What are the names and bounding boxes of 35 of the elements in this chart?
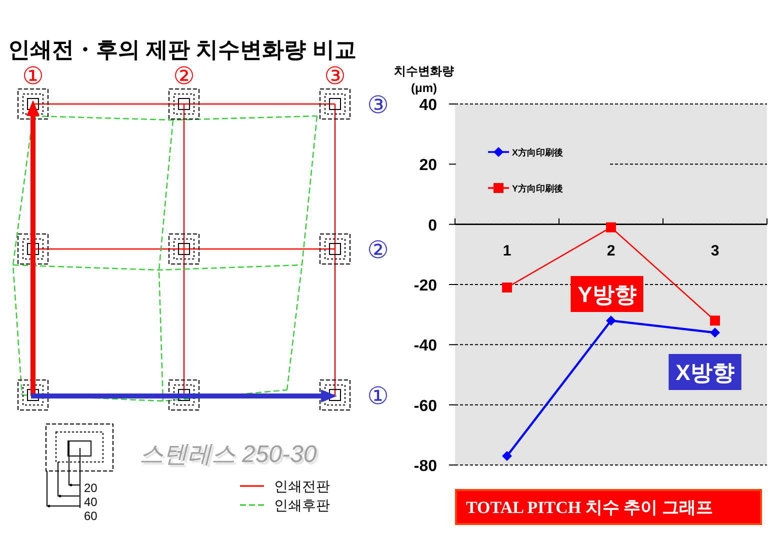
text: 스텐레스 250-30: [139, 441, 318, 468]
y-tick-label: 20: [419, 157, 438, 174]
x-tick-label: 3: [710, 242, 720, 260]
y-axis-title: 치수변화량 (μm): [394, 64, 454, 95]
legend-label: X方向印刷後: [512, 148, 564, 158]
y-tick-label: 0: [428, 217, 438, 234]
category-label: ①: [22, 63, 44, 90]
y-tick-label: -60: [414, 398, 438, 415]
category-label: ①: [367, 383, 389, 410]
text: 인쇄전・후의 제판 치수변화량 비교: [8, 37, 356, 62]
point: [502, 282, 512, 293]
y-tick-label: -20: [414, 278, 438, 294]
category-label: ②: [173, 63, 195, 90]
y-tick-label: -40: [414, 338, 438, 355]
point: [606, 316, 616, 326]
y-tick-label: 40: [419, 97, 438, 114]
text: 인쇄후판: [274, 497, 330, 513]
annotation: X방향: [676, 360, 734, 385]
point: [502, 450, 512, 461]
category-label: ②: [367, 237, 389, 264]
text: 20: [84, 481, 98, 495]
category-label: ③: [367, 92, 389, 119]
text: TOTAL PITCH 치수 추이 그래프: [466, 498, 713, 517]
category-label: ③: [324, 63, 346, 90]
point: [710, 316, 720, 326]
y-tick-label: -80: [414, 458, 438, 475]
text: 인쇄전판: [274, 478, 330, 494]
point: [710, 328, 720, 338]
x-tick-label: 2: [606, 242, 616, 260]
text: 40: [84, 495, 98, 509]
legend-label: Y方向印刷後: [512, 184, 564, 194]
annotation: Y방향: [578, 282, 636, 307]
x-tick-label: 1: [502, 242, 512, 260]
point: [606, 222, 616, 232]
text: 60: [84, 509, 98, 523]
